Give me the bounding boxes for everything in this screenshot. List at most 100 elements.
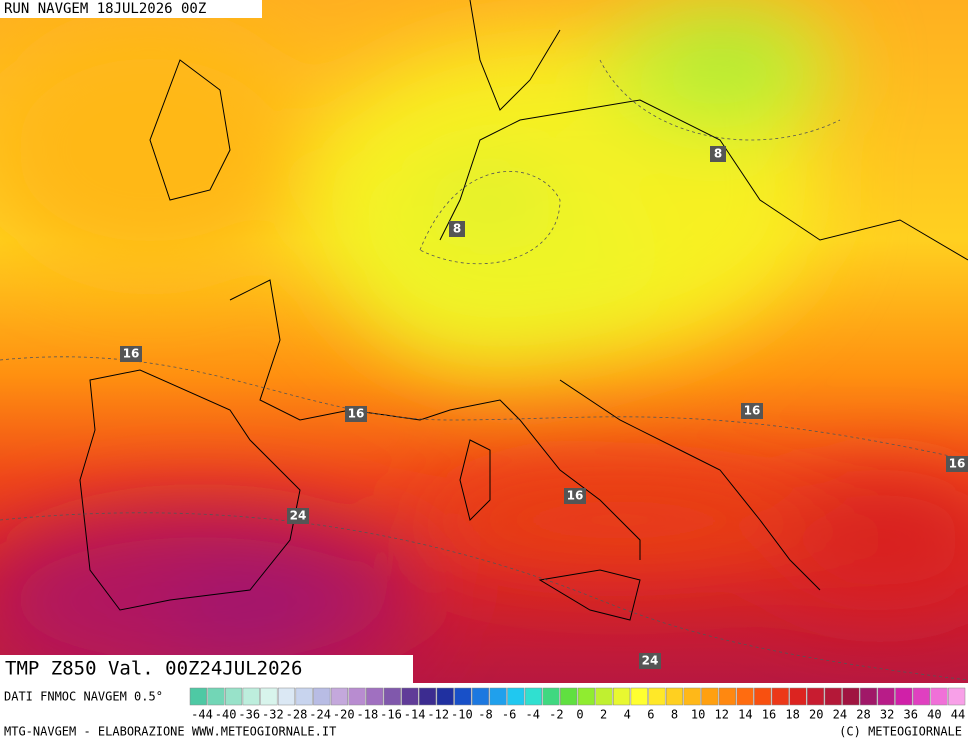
color-box bbox=[436, 687, 454, 706]
color-box bbox=[807, 687, 825, 706]
color-box bbox=[225, 687, 243, 706]
color-box bbox=[524, 687, 542, 706]
colorbar-label: -2 bbox=[549, 708, 563, 722]
color-box bbox=[383, 687, 401, 706]
color-box bbox=[665, 687, 684, 706]
header-box bbox=[0, 0, 262, 18]
color-box bbox=[683, 687, 701, 706]
source: DATI FNMOC NAVGEM 0.5° bbox=[4, 690, 163, 704]
colorbar-label: -32 bbox=[262, 708, 284, 722]
isotherms bbox=[0, 59, 968, 681]
color-box bbox=[313, 687, 331, 706]
color-box bbox=[736, 687, 754, 706]
colorbar-label: 20 bbox=[809, 708, 823, 722]
colorbar-label: 0 bbox=[576, 708, 583, 722]
colorbar-label: 44 bbox=[951, 708, 965, 722]
colorbar-label: 12 bbox=[715, 708, 729, 722]
color-box bbox=[912, 687, 930, 706]
colorbar-label: 40 bbox=[927, 708, 941, 722]
contour-label: 16 bbox=[744, 404, 761, 418]
color-box bbox=[401, 687, 419, 706]
color-box bbox=[754, 687, 772, 706]
colorbar-label: 4 bbox=[624, 708, 631, 722]
colorbar-label: 2 bbox=[600, 708, 607, 722]
colorbar-label: 6 bbox=[647, 708, 654, 722]
contour-label: 24 bbox=[642, 654, 659, 668]
colorbar-label: -40 bbox=[215, 708, 237, 722]
contour-label: 8 bbox=[453, 222, 461, 236]
color-box bbox=[718, 687, 736, 706]
colorbar-label: 36 bbox=[904, 708, 918, 722]
colorbar-label: -44 bbox=[191, 708, 213, 722]
color-box bbox=[577, 687, 595, 706]
color-box bbox=[771, 687, 789, 706]
color-box bbox=[242, 687, 260, 706]
color-box bbox=[542, 687, 560, 706]
colorbar-label: -14 bbox=[404, 708, 426, 722]
colorbar-label: 8 bbox=[671, 708, 678, 722]
footer-left: MTG-NAVGEM - ELABORAZIONE WWW.METEOGIORN… bbox=[4, 725, 336, 739]
contour-label: 16 bbox=[567, 489, 584, 503]
color-box bbox=[701, 687, 719, 706]
contour-label: 8 bbox=[714, 147, 722, 161]
color-box bbox=[824, 687, 842, 706]
colorbar-label: -6 bbox=[502, 708, 516, 722]
color-box bbox=[419, 687, 437, 706]
colorbar-label: -20 bbox=[333, 708, 355, 722]
colorbar-label: -8 bbox=[478, 708, 492, 722]
color-box bbox=[842, 687, 860, 706]
colorbar-label: -24 bbox=[309, 708, 331, 722]
map-title: TMP Z850 Val. 00Z24JUL2026 bbox=[5, 658, 302, 680]
color-box bbox=[454, 687, 472, 706]
colorbar-label: -4 bbox=[526, 708, 540, 722]
contour-label: 16 bbox=[949, 457, 966, 471]
colorbar-label: -28 bbox=[286, 708, 308, 722]
contour-label: 16 bbox=[348, 407, 365, 421]
colorbar-label: 18 bbox=[785, 708, 799, 722]
color-box bbox=[613, 687, 631, 706]
colorbar-label: 24 bbox=[833, 708, 847, 722]
colorbar-label: 16 bbox=[762, 708, 776, 722]
colorbar-label: -10 bbox=[451, 708, 473, 722]
colorbar-label: 10 bbox=[691, 708, 705, 722]
run-info: RUN NAVGEM 18JUL2026 00Z bbox=[4, 1, 206, 17]
color-box bbox=[295, 687, 313, 706]
color-box bbox=[895, 687, 913, 706]
color-box bbox=[260, 687, 278, 706]
color-box bbox=[789, 687, 807, 706]
footer-right: (C) METEOGIORNALE bbox=[839, 725, 962, 739]
color-box bbox=[595, 687, 613, 706]
colorbar-label: -12 bbox=[427, 708, 449, 722]
color-box bbox=[930, 687, 948, 706]
contour-label: 24 bbox=[290, 509, 307, 523]
colorbar-label: -18 bbox=[357, 708, 379, 722]
colorbar-label: 32 bbox=[880, 708, 894, 722]
title-box bbox=[0, 655, 413, 683]
coastlines bbox=[79, 0, 968, 621]
color-box bbox=[948, 687, 966, 706]
colorbar-label: -16 bbox=[380, 708, 402, 722]
colorbar-label: 28 bbox=[856, 708, 870, 722]
colorbar-label: -36 bbox=[238, 708, 260, 722]
colorbar-label: 14 bbox=[738, 708, 752, 722]
color-box bbox=[877, 687, 895, 706]
color-box bbox=[277, 687, 296, 706]
color-box bbox=[560, 687, 578, 706]
color-box bbox=[507, 687, 525, 706]
color-box bbox=[859, 687, 878, 706]
color-box bbox=[630, 687, 648, 706]
color-box bbox=[489, 687, 507, 706]
contour-label: 16 bbox=[123, 347, 140, 361]
color-box bbox=[330, 687, 348, 706]
color-box bbox=[471, 687, 490, 706]
color-box bbox=[366, 687, 384, 706]
color-box bbox=[189, 687, 207, 706]
map-field bbox=[0, 0, 968, 690]
color-box bbox=[348, 687, 366, 706]
colorbar: -44 -40 -36 -32 -28 -24 -20 -18 -16 -14 -12 -10 -8 -6… bbox=[189, 687, 966, 722]
contour-labels: 8 8 16 16 16 16 16 24 24 bbox=[120, 146, 968, 669]
color-box bbox=[207, 687, 225, 706]
color-box bbox=[648, 687, 666, 706]
